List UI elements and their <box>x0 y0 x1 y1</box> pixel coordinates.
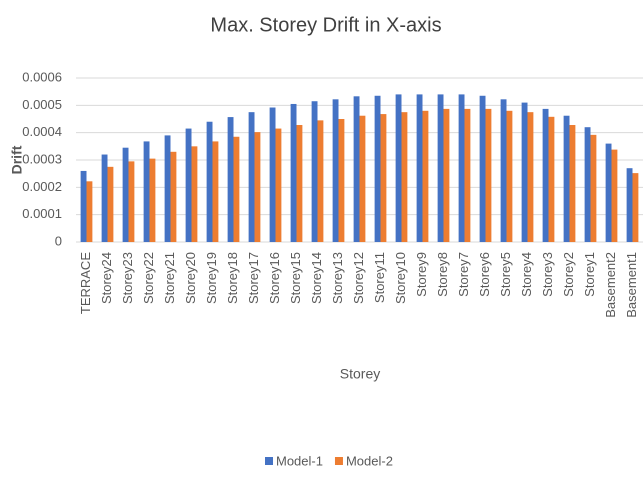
bar <box>464 108 471 243</box>
x-axis-label: Storey <box>340 366 380 382</box>
x-tick-label: Storey24 <box>99 252 114 304</box>
bar <box>254 132 261 242</box>
y-tick-label: 0.0003 <box>22 151 62 166</box>
bar <box>437 94 444 243</box>
bar <box>443 108 450 243</box>
bar <box>269 107 276 243</box>
chart-title: Max. Storey Drift in X-axis <box>210 14 441 36</box>
x-tick-label: Basement2 <box>603 252 618 318</box>
x-tick-label: Storey22 <box>141 252 156 304</box>
bar <box>311 101 318 242</box>
y-tick-label: 0.0004 <box>22 124 62 139</box>
x-tick-label: Storey10 <box>393 252 408 304</box>
bar <box>317 120 324 242</box>
bar <box>485 108 492 243</box>
bar <box>527 112 534 243</box>
x-tick-label: Storey23 <box>120 252 135 304</box>
bar <box>164 135 171 242</box>
bar <box>374 95 381 243</box>
x-tick-label: Storey1 <box>582 252 597 297</box>
bar <box>548 116 555 242</box>
bar <box>422 110 429 242</box>
legend-label: Model-1 <box>276 453 323 468</box>
x-tick-label: TERRACE <box>78 252 93 314</box>
bar <box>185 128 192 242</box>
bar <box>506 110 513 242</box>
bar <box>416 94 423 243</box>
bar <box>191 146 198 242</box>
bar <box>206 121 213 242</box>
x-tick-label: Storey20 <box>183 252 198 304</box>
bar <box>212 141 219 242</box>
bar <box>521 102 528 242</box>
legend-label: Model-2 <box>346 453 393 468</box>
bar <box>626 168 633 242</box>
bar <box>584 127 591 242</box>
x-tick-label: Storey7 <box>456 252 471 297</box>
bar <box>359 115 366 242</box>
bar <box>227 117 234 242</box>
x-tick-label: Storey3 <box>540 252 555 297</box>
x-tick-label: Basement1 <box>624 252 639 318</box>
bar <box>611 149 618 242</box>
bar <box>248 112 255 243</box>
legend-swatch <box>334 457 343 465</box>
bar <box>338 119 345 242</box>
x-tick-label: Storey2 <box>561 252 576 297</box>
x-tick-label: Storey17 <box>246 252 261 304</box>
bar <box>401 112 408 243</box>
bar <box>395 94 402 243</box>
y-axis-label: Drift <box>9 145 25 174</box>
y-tick-label: 0 <box>55 233 62 248</box>
bar <box>122 147 129 242</box>
x-tick-label: Storey4 <box>519 252 534 297</box>
bar <box>275 128 282 242</box>
bar <box>353 96 360 243</box>
x-tick-label: Storey19 <box>204 252 219 304</box>
x-tick-label: Storey15 <box>288 252 303 304</box>
bar <box>563 115 570 242</box>
x-tick-label: Storey6 <box>477 252 492 297</box>
bar <box>86 181 93 242</box>
bar <box>107 166 114 242</box>
y-tick-label: 0.0006 <box>22 69 62 84</box>
bar <box>233 136 240 242</box>
x-tick-label: Storey12 <box>351 252 366 304</box>
bar <box>332 99 339 242</box>
y-tick-label: 0.0001 <box>22 206 62 221</box>
x-tick-label: Storey18 <box>225 252 240 304</box>
bar <box>290 103 297 242</box>
bar <box>590 134 597 242</box>
bar <box>143 141 150 242</box>
x-tick-label: Storey14 <box>309 252 324 304</box>
x-tick-label: Storey9 <box>414 252 429 297</box>
bar <box>542 108 549 243</box>
bar <box>128 161 135 242</box>
bar <box>605 143 612 242</box>
x-tick-label: Storey13 <box>330 252 345 304</box>
bar <box>380 114 387 242</box>
bar <box>500 99 507 242</box>
bar <box>569 125 576 242</box>
x-tick-label: Storey11 <box>372 252 387 303</box>
bar <box>149 158 156 242</box>
bar <box>80 170 87 242</box>
bar <box>170 151 177 242</box>
bar <box>632 173 639 242</box>
bar <box>458 94 465 243</box>
x-tick-label: Storey8 <box>435 252 450 297</box>
y-tick-label: 0.0005 <box>22 97 62 112</box>
y-tick-label: 0.0002 <box>22 179 62 194</box>
x-tick-label: Storey21 <box>162 252 177 304</box>
bar <box>296 125 303 242</box>
x-tick-label: Storey5 <box>498 252 513 297</box>
bar <box>479 95 486 243</box>
bar <box>101 154 108 242</box>
x-tick-label: Storey16 <box>267 252 282 304</box>
legend-swatch <box>265 457 273 465</box>
